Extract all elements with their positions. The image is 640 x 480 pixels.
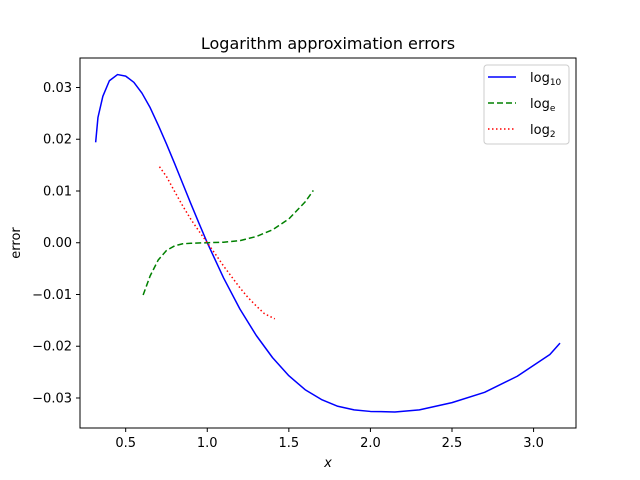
legend-box	[483, 64, 570, 145]
x-axis-ticks: 0.5 1.0 1.5 2.0 2.5 3.0	[115, 428, 544, 451]
x-tick-label: 1.0	[197, 436, 218, 451]
legend-label-0: log10	[530, 71, 562, 88]
series-line-0	[94, 73, 561, 413]
y-tick-label: −0.01	[32, 288, 72, 303]
y-tick-label: 0.00	[43, 236, 72, 251]
x-tick-label: 2.0	[360, 436, 381, 451]
x-tick-label: 1.5	[278, 436, 299, 451]
plot-frame	[79, 57, 577, 429]
legend: log10 loge log2	[483, 64, 570, 145]
y-axis-label: error	[9, 227, 24, 259]
x-axis-label: x	[323, 456, 332, 471]
chart-title: Logarithm approximation errors	[201, 34, 455, 53]
series-line-1	[142, 190, 314, 296]
series-lines	[94, 73, 561, 413]
x-tick-label: 2.5	[442, 436, 463, 451]
x-tick-label: 3.0	[523, 436, 544, 451]
legend-label-1: loge	[530, 97, 556, 114]
y-axis-ticks: 0.03 0.02 0.01 0.00 −0.01 −0.02 −0.03	[32, 81, 80, 406]
y-tick-label: −0.03	[32, 391, 72, 406]
x-tick-label: 0.5	[115, 436, 136, 451]
y-tick-label: 0.03	[43, 81, 72, 96]
legend-label-2: log2	[530, 123, 556, 140]
y-tick-label: 0.02	[43, 133, 72, 148]
y-tick-label: −0.02	[32, 340, 72, 355]
y-tick-label: 0.01	[43, 184, 72, 199]
